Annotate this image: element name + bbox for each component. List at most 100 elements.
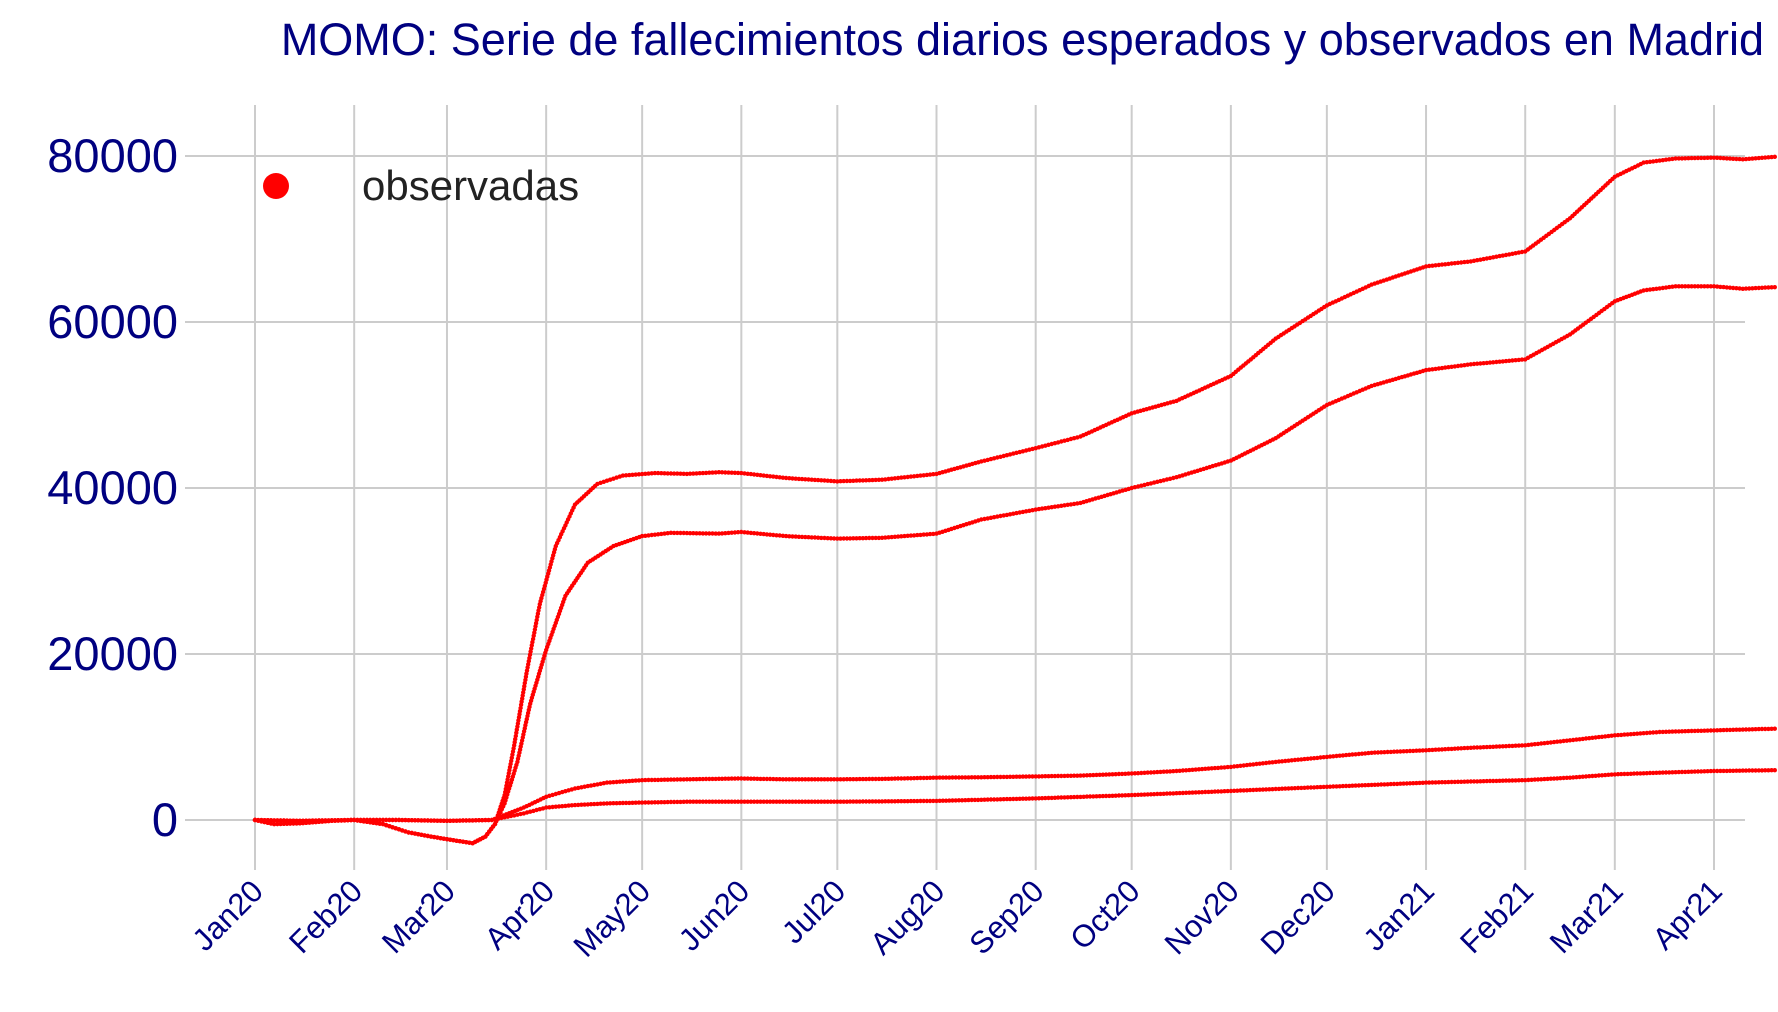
data-point: [620, 473, 626, 478]
data-point: [1407, 781, 1413, 786]
data-point: [1657, 729, 1662, 735]
data-point: [1647, 730, 1653, 735]
data-point: [700, 799, 706, 804]
data-point: [1731, 768, 1736, 773]
data-point: [796, 476, 802, 482]
data-point: [1699, 769, 1704, 774]
data-point: [1644, 730, 1650, 736]
data-point: [1644, 771, 1650, 776]
data-point: [1743, 768, 1749, 773]
data-point: [652, 800, 658, 805]
data-point: [1068, 773, 1074, 778]
data-point: [828, 536, 834, 541]
data-point: [1100, 793, 1106, 799]
data-point: [646, 800, 651, 805]
legend: observadas: [263, 162, 579, 209]
data-point: [476, 818, 482, 823]
data-point: [1507, 358, 1512, 363]
data-point: [732, 799, 738, 804]
data-point: [1433, 747, 1438, 752]
data-point: [1123, 793, 1128, 798]
y-axis-ticks: 0 20000 40000 60000 80000: [47, 129, 178, 846]
data-point: [799, 777, 805, 782]
data-point: [1727, 156, 1733, 161]
data-point: [630, 472, 635, 477]
data-point: [1468, 745, 1474, 750]
data-point: [396, 817, 402, 823]
data-point: [1743, 727, 1749, 732]
data-point: [662, 800, 667, 805]
data-point: [915, 775, 920, 781]
data-point: [886, 535, 891, 540]
data-point: [838, 536, 843, 541]
data-point: [694, 531, 699, 536]
data-point: [1423, 780, 1429, 785]
data-point: [326, 818, 331, 823]
data-point: [1318, 755, 1323, 760]
data-point: [735, 799, 741, 804]
data-point: [908, 474, 914, 479]
data-point: [771, 532, 776, 538]
data-point: [1695, 155, 1701, 161]
data-point: [767, 474, 773, 479]
data-point: [1651, 730, 1656, 735]
data-point: [1513, 358, 1518, 363]
data-point: [796, 799, 802, 804]
data-point: [921, 532, 926, 537]
data-point: [1327, 784, 1333, 789]
data-point: [1119, 793, 1125, 798]
data-point: [300, 818, 306, 823]
data-point: [1430, 747, 1435, 753]
data-point: [1622, 771, 1627, 777]
data-point: [943, 775, 949, 780]
data-point: [1695, 728, 1701, 733]
data-point: [723, 776, 728, 781]
data-point: [1465, 745, 1470, 751]
data-point: [1017, 774, 1022, 779]
data-point: [262, 818, 267, 823]
data-point: [1203, 789, 1208, 795]
data-point: [691, 471, 696, 476]
data-point: [1753, 727, 1758, 732]
data-point: [777, 533, 782, 538]
data-point: [899, 534, 904, 539]
data-point: [1257, 761, 1262, 766]
data-point: [1561, 775, 1566, 781]
data-point: [1686, 769, 1691, 774]
data-point: [899, 475, 904, 480]
data-point: [329, 818, 334, 823]
data-point: [860, 536, 866, 541]
data-point: [1727, 285, 1733, 290]
data-point: [700, 470, 706, 476]
data-point: [1007, 796, 1013, 802]
x-tick-label: Apr21: [1646, 873, 1729, 956]
data-point: [1315, 755, 1320, 761]
data-point: [751, 799, 757, 804]
data-point: [1161, 791, 1166, 796]
data-point: [1276, 786, 1282, 792]
data-point: [1670, 729, 1675, 734]
data-point: [841, 777, 846, 782]
data-point: [806, 799, 811, 804]
data-point: [1283, 786, 1288, 791]
x-tick-label: Jan21: [1357, 873, 1441, 957]
data-point: [777, 799, 782, 804]
data-point: [1084, 773, 1090, 778]
data-point: [1455, 363, 1461, 369]
data-point: [729, 799, 734, 804]
data-point: [1603, 772, 1608, 778]
data-point: [918, 798, 923, 804]
data-point: [1263, 787, 1269, 792]
data-point: [1708, 728, 1714, 733]
data-point: [1439, 747, 1445, 752]
data-point: [655, 470, 661, 476]
data-point: [1747, 768, 1752, 773]
data-point: [1305, 785, 1310, 790]
data-point: [1343, 783, 1349, 789]
data-point: [1161, 769, 1166, 774]
x-tick-label: Dec20: [1254, 873, 1342, 961]
data-point: [995, 797, 1000, 802]
data-point: [774, 777, 779, 782]
data-point: [905, 533, 910, 538]
data-point: [1641, 160, 1646, 165]
